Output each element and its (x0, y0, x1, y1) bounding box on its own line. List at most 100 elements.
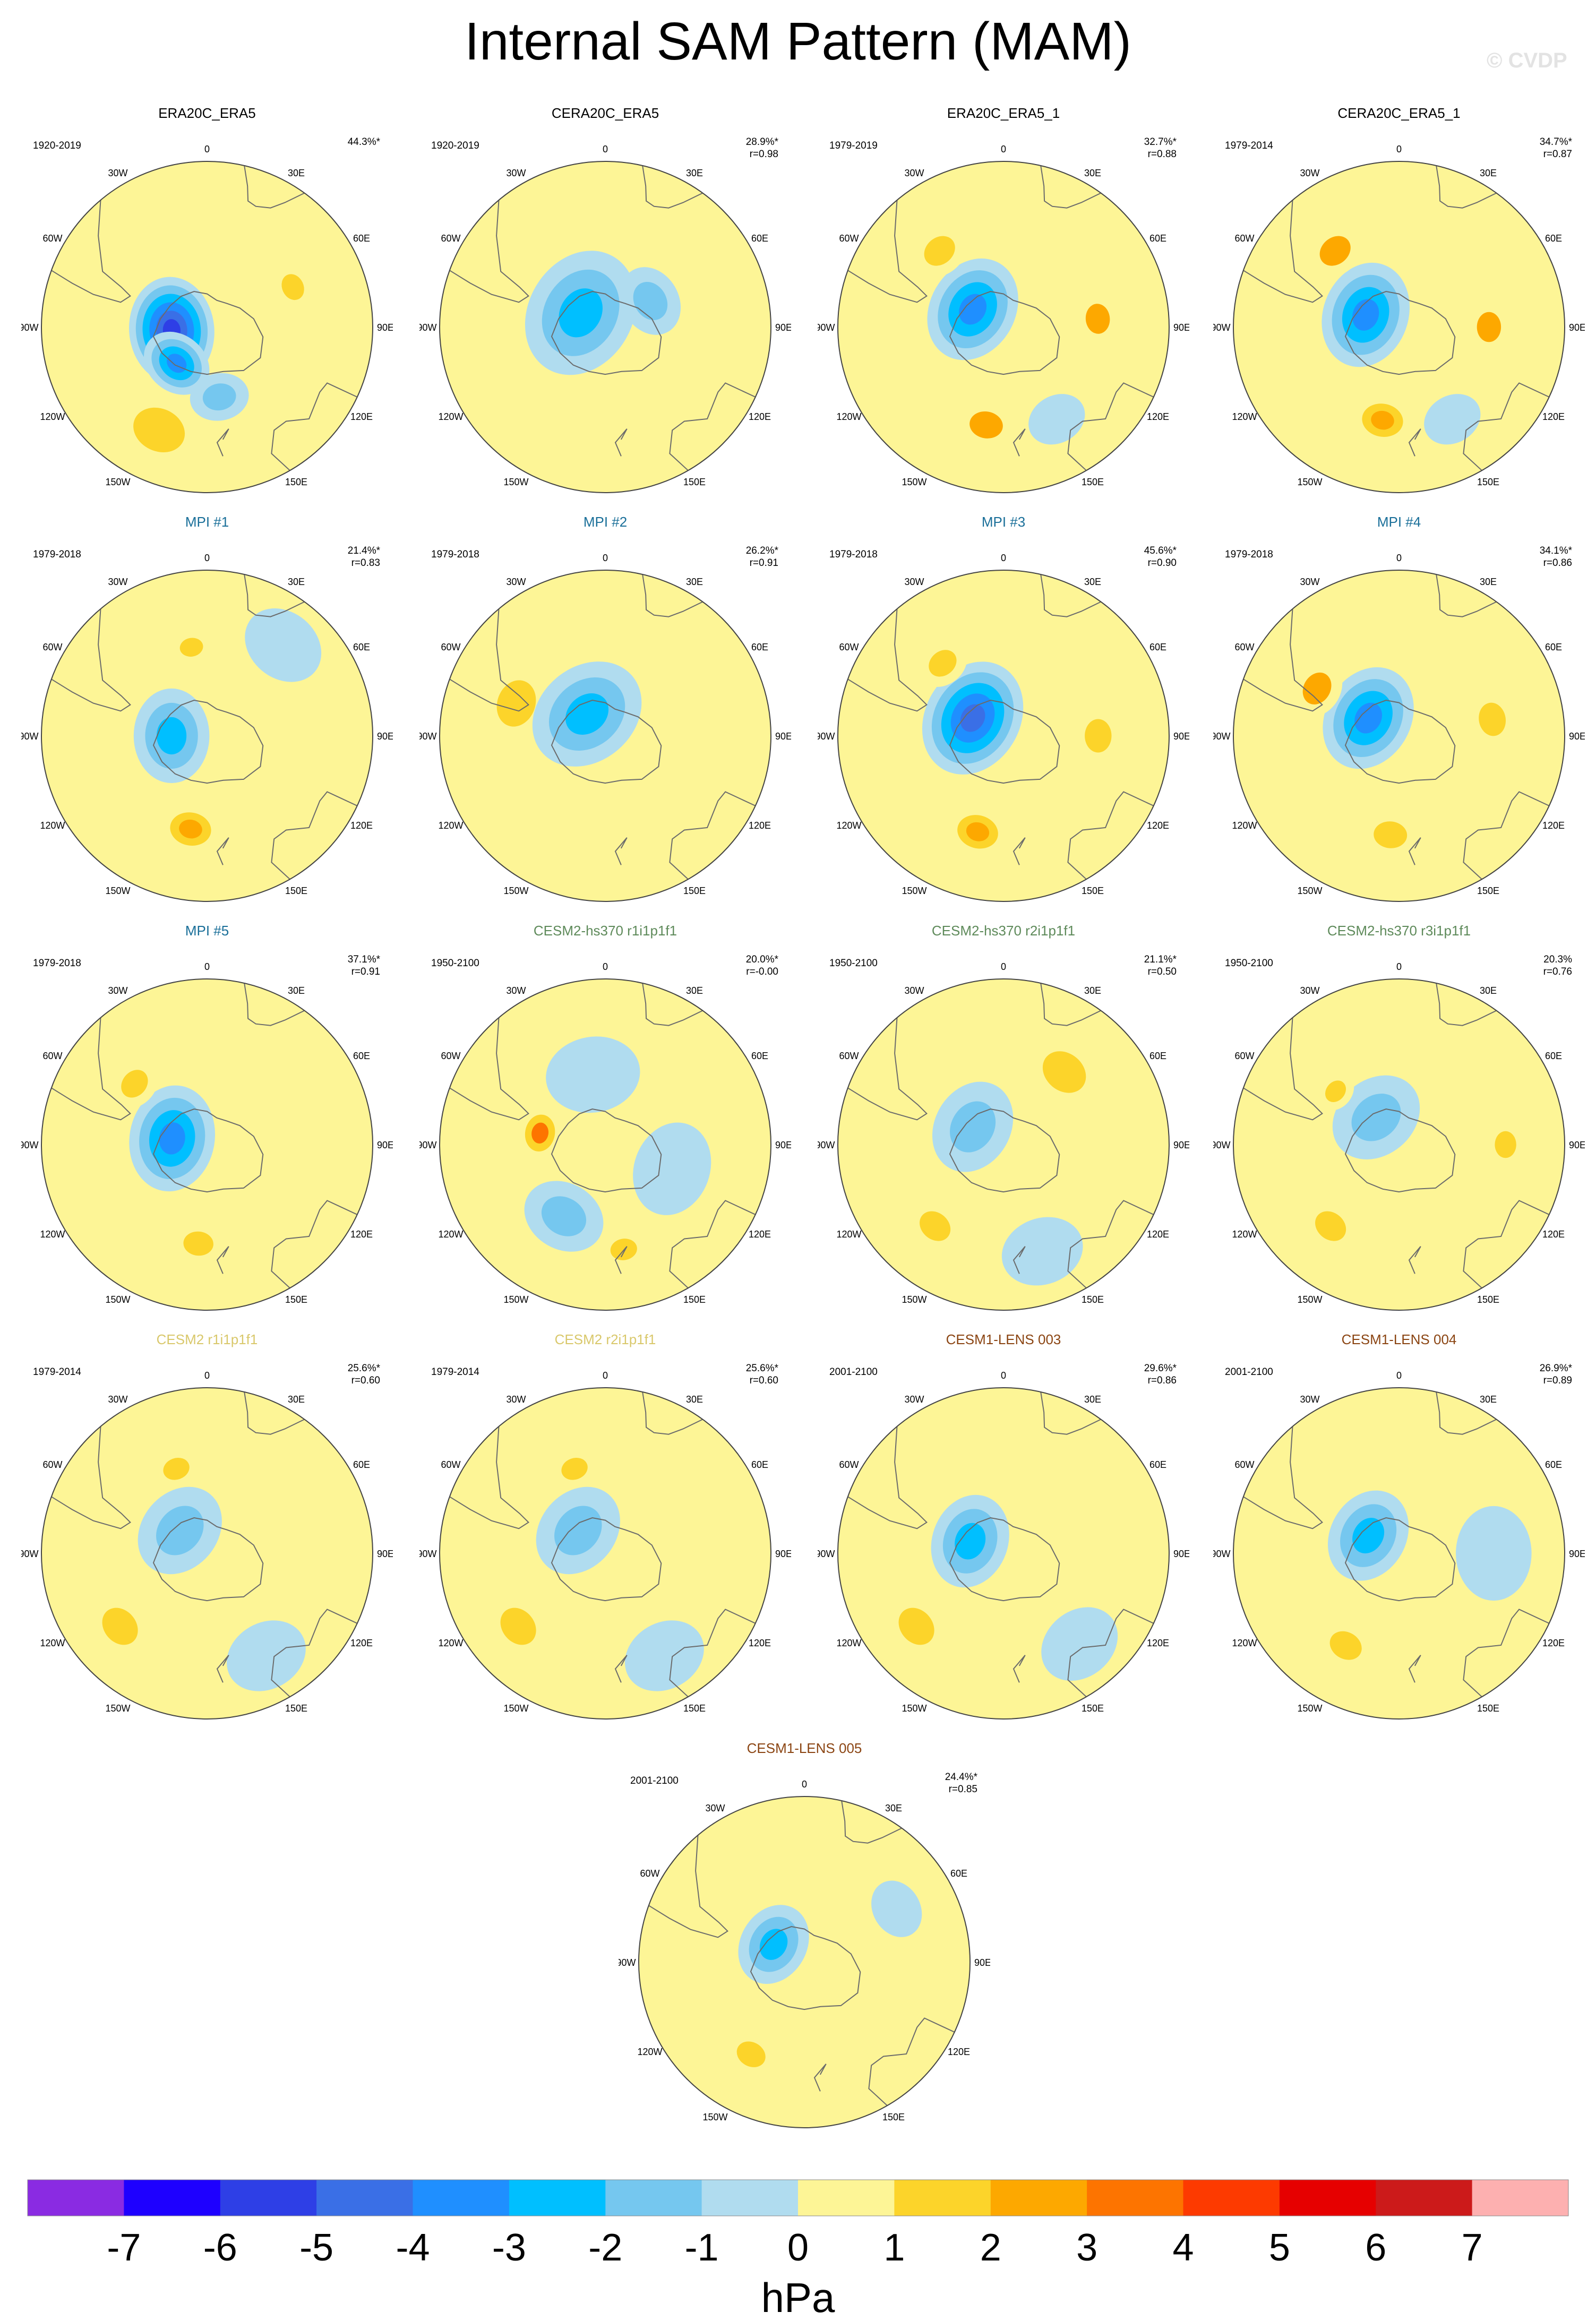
colorbar-tick-label: -7 (107, 2227, 141, 2269)
africa-coastline (244, 165, 305, 209)
africa-coastline (1436, 165, 1497, 209)
africa-coastline (642, 1391, 703, 1435)
variance-explained: 28.9%* (745, 136, 778, 148)
anomaly-contour (736, 2041, 766, 2067)
antarctica-coastline (551, 1517, 662, 1602)
pattern-correlation: r=0.50 (1147, 966, 1177, 977)
longitude-label: 150W (105, 886, 130, 896)
variance-explained: 26.9%* (1539, 1363, 1572, 1374)
map-panel: 030E60E90E120E150E180150W120W90W60W30WCE… (419, 104, 791, 497)
longitude-label: 30W (904, 985, 924, 996)
anomaly-contour (1455, 1506, 1532, 1601)
longitude-label: 120W (836, 1229, 861, 1240)
polar-map: 030E60E90E120E150E180150W120W90W60W30W (419, 553, 791, 902)
africa-coastline (1436, 574, 1497, 617)
colorbar-tick-label: -5 (299, 2227, 333, 2269)
longitude-label: 60E (1149, 1051, 1166, 1061)
antarctica-coastline (551, 290, 662, 375)
longitude-label: 60W (839, 642, 859, 652)
longitude-label: 120W (438, 411, 463, 422)
longitude-label: 30W (506, 1394, 526, 1405)
panel-period: 1950-2100 (829, 958, 878, 969)
longitude-label: 30E (1480, 985, 1497, 996)
polar-map: 030E60E90E120E150E180150W120W90W60W30W (619, 1779, 990, 2128)
pattern-correlation: r=0.85 (948, 1784, 977, 1795)
antarctica-coastline (551, 1108, 662, 1193)
africa-coastline (1040, 983, 1101, 1026)
new-zealand-coastline (1408, 837, 1421, 865)
anomaly-contour (1374, 821, 1408, 848)
anomaly-contour (133, 407, 185, 452)
longitude-label: 0 (1001, 961, 1006, 972)
colorbar-segment (894, 2180, 991, 2216)
longitude-label: 60W (441, 233, 460, 244)
panel-period: 1950-2100 (431, 958, 479, 969)
polar-map: 030E60E90E120E150E180150W120W90W60W30W (419, 144, 791, 493)
map-panel: 030E60E90E120E150E180150W120W90W60W30WMP… (21, 513, 393, 906)
antarctica-coastline (1344, 1108, 1456, 1193)
anomaly-contour (871, 1880, 922, 1937)
antarctica-coastline (949, 1108, 1060, 1193)
panel-period: 1979-2014 (33, 1366, 81, 1378)
longitude-label: 150W (902, 1703, 926, 1714)
colorbar-tick-label: 7 (1462, 2227, 1483, 2269)
longitude-label: 60W (839, 1051, 859, 1061)
longitude-label: 120W (438, 1638, 463, 1648)
longitude-label: 60W (1234, 1459, 1254, 1470)
pattern-correlation: r=0.76 (1543, 966, 1572, 977)
longitude-label: 90E (1173, 731, 1189, 742)
longitude-label: 90W (21, 731, 39, 742)
australia-coastline (1463, 791, 1550, 880)
colorbar-segment (798, 2180, 895, 2216)
africa-coastline (642, 574, 703, 617)
longitude-label: 60W (1234, 233, 1254, 244)
panel-title: CESM2 r2i1p1f1 (554, 1331, 656, 1347)
longitude-label: 90E (377, 322, 393, 333)
longitude-label: 120W (438, 1229, 463, 1240)
longitude-label: 120W (438, 820, 463, 831)
panel-period: 1920-2019 (431, 140, 479, 151)
longitude-label: 150E (683, 1703, 706, 1714)
south-america-coastline (1243, 608, 1323, 712)
variance-explained: 37.1%* (347, 954, 380, 965)
variance-explained: 26.2%* (745, 545, 778, 556)
longitude-label: 90W (21, 1549, 39, 1559)
pattern-correlation: r=0.86 (1147, 1375, 1177, 1386)
longitude-label: 30W (108, 1394, 127, 1405)
pattern-correlation: r=0.91 (351, 966, 380, 977)
anomaly-contour (179, 819, 202, 839)
colorbar-tick-label: -1 (685, 2227, 719, 2269)
colorbar-segment (1376, 2180, 1473, 2216)
longitude-label: 0 (204, 1370, 210, 1381)
panel-period: 2001-2100 (829, 1366, 878, 1378)
longitude-label: 150E (285, 886, 307, 896)
antarctica-coastline (949, 1517, 1060, 1602)
panel-stats: 34.7%* r=0.87 (1514, 136, 1572, 160)
longitude-label: 90E (775, 1549, 791, 1559)
south-america-coastline (449, 1017, 529, 1121)
anomaly-contour (281, 274, 304, 300)
longitude-label: 60W (42, 642, 62, 652)
panel-title: CESM2 r1i1p1f1 (156, 1331, 258, 1347)
longitude-label: 0 (603, 1370, 608, 1381)
polar-map: 030E60E90E120E150E180150W120W90W60W30W (1213, 1370, 1585, 1720)
longitude-label: 150W (105, 1294, 130, 1305)
longitude-label: 30W (506, 577, 526, 587)
colorbar-segment (701, 2180, 799, 2216)
figure-title: Internal SAM Pattern (MAM) (465, 12, 1131, 71)
variance-explained: 24.4%* (945, 1772, 977, 1783)
longitude-label: 60W (441, 1051, 460, 1061)
polar-map: 030E60E90E120E150E180150W120W90W60W30W (1213, 144, 1585, 493)
map-panel: 030E60E90E120E150E180150W120W90W60W30WER… (818, 104, 1189, 497)
panel-period: 1979-2014 (1225, 140, 1273, 151)
longitude-label: 30E (288, 577, 305, 587)
longitude-label: 90E (1569, 1549, 1585, 1559)
longitude-label: 60E (1545, 233, 1562, 244)
anomaly-contour (531, 1122, 549, 1144)
longitude-label: 30E (288, 1394, 305, 1405)
watermark: © CVDP (1487, 49, 1567, 72)
longitude-label: 150E (683, 886, 706, 896)
polar-map: 030E60E90E120E150E180150W120W90W60W30W (818, 1370, 1189, 1720)
map-border (1233, 570, 1565, 902)
australia-coastline (669, 1609, 756, 1697)
